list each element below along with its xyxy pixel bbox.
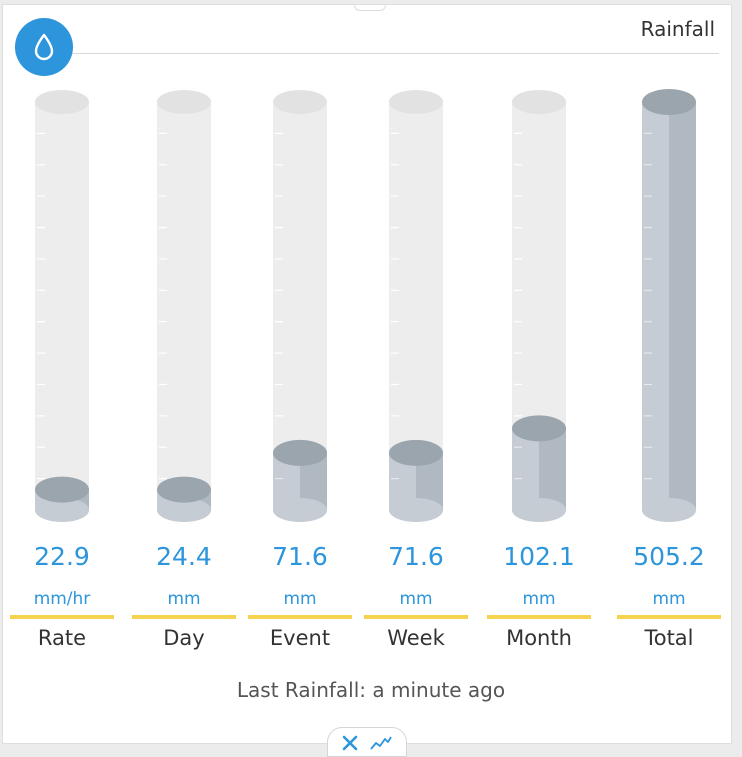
gauge-underline	[10, 615, 114, 619]
gauge-tube-day	[157, 102, 211, 510]
gauge-fill-base-week	[389, 498, 443, 522]
gauge-label-week: Week	[387, 626, 445, 650]
gauge-value-total: 505.2	[633, 542, 705, 571]
gauge-value-event: 71.6	[272, 542, 328, 571]
gauge-unit-event: mm	[283, 589, 317, 609]
gauge-value-week: 71.6	[388, 542, 444, 571]
gauge-underline	[617, 615, 721, 619]
header-divider	[15, 53, 719, 54]
rain-gauges	[35, 89, 696, 522]
gauge-level-event	[273, 439, 327, 466]
gauge-unit-day: mm	[167, 589, 201, 609]
gauge-unit-total: mm	[652, 589, 686, 609]
gauge-cap-day	[157, 90, 211, 114]
gauge-fill-base-month	[512, 498, 566, 522]
gauge-level-month	[512, 415, 566, 442]
gauge-underline	[248, 615, 352, 619]
gauge-unit-rate: mm/hr	[33, 589, 91, 609]
gauge-unit-month: mm	[522, 589, 556, 609]
gauge-tube-rate	[35, 102, 89, 510]
gauge-fill-base-total	[642, 498, 696, 522]
gauge-underline	[487, 615, 591, 619]
water-drop-icon	[15, 18, 73, 76]
gauge-label-rate: Rate	[37, 626, 87, 650]
rainfall-card: Rainfall	[2, 4, 732, 744]
gauge-label-day: Day	[163, 626, 205, 650]
gauge-underline	[132, 615, 236, 619]
gauge-level-rate	[35, 476, 89, 503]
gauge-label-event: Event	[269, 626, 331, 650]
close-icon[interactable]	[341, 734, 359, 756]
line-chart-icon[interactable]	[369, 734, 393, 756]
gauge-level-total	[642, 89, 696, 115]
card-title: Rainfall	[640, 17, 715, 41]
gauge-label-total: Total	[644, 626, 694, 650]
gauge-cap-event	[273, 90, 327, 114]
gauge-label-month: Month	[506, 626, 572, 650]
gauge-underline	[364, 615, 468, 619]
gauge-fill-shade-month	[539, 428, 566, 510]
gauge-level-day	[157, 476, 211, 503]
gauge-value-rate: 22.9	[34, 542, 90, 571]
last-rainfall-text: Last Rainfall: a minute ago	[236, 678, 506, 702]
gauge-value-month: 102.1	[503, 542, 575, 571]
gauge-cap-week	[389, 90, 443, 114]
gauge-fill-base-rate	[35, 498, 89, 522]
gauge-fill-base-event	[273, 498, 327, 522]
gauge-fill-shade-total	[669, 102, 696, 510]
bottom-controls	[327, 727, 407, 757]
gauge-level-week	[389, 439, 443, 466]
gauge-unit-week: mm	[399, 589, 433, 609]
gauge-fill-base-day	[157, 498, 211, 522]
gauge-cap-rate	[35, 90, 89, 114]
gauge-value-day: 24.4	[156, 542, 212, 571]
gauge-cap-month	[512, 90, 566, 114]
